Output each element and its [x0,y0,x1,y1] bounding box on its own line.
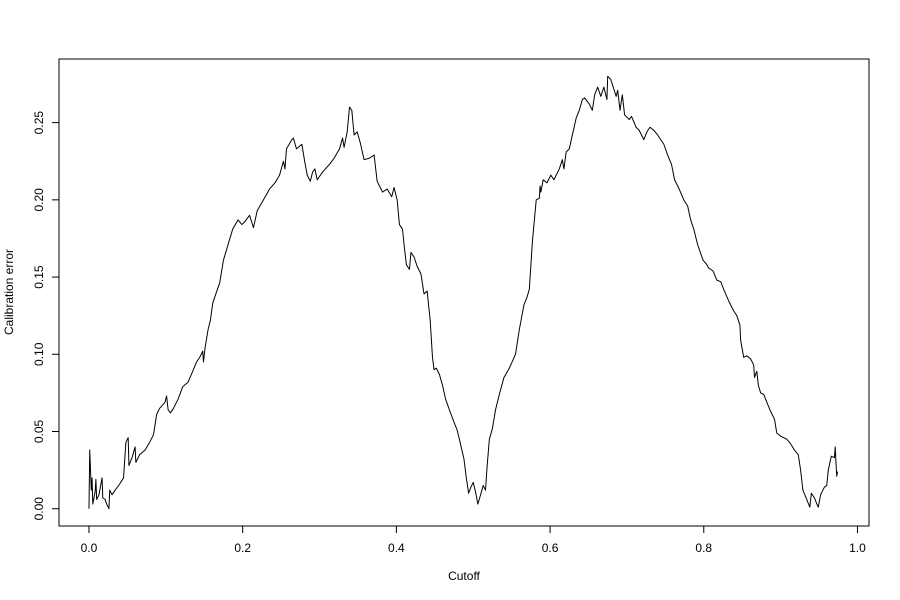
plot-box [58,58,870,527]
x-tick-label: 1.0 [849,541,866,555]
y-tick-label: 0.20 [32,188,46,212]
x-tick-label: 0.4 [388,541,405,555]
y-tick-label: 0.10 [32,342,46,366]
x-axis-title: Cutoff [448,569,480,583]
x-tick-label: 0.8 [695,541,712,555]
data-line [88,75,838,510]
x-tick-label: 0.0 [81,541,98,555]
y-tick-label: 0.00 [32,497,46,521]
y-tick-label: 0.25 [32,111,46,135]
x-tick-label: 0.6 [542,541,559,555]
y-axis-title: Calibration error [2,249,16,335]
y-tick-label: 0.05 [32,419,46,443]
x-tick-label: 0.2 [234,541,251,555]
y-tick-label: 0.15 [32,265,46,289]
